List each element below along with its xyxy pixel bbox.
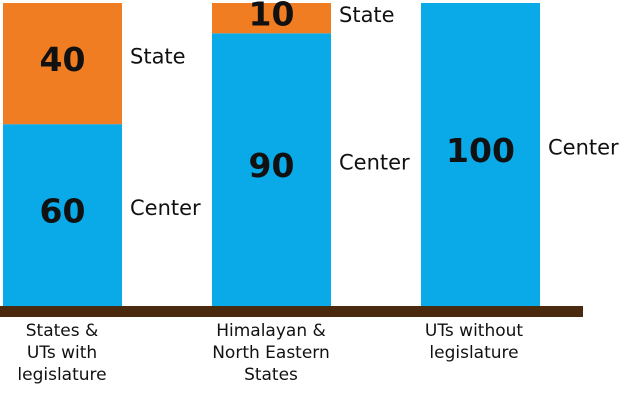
segment-label: Center — [130, 196, 201, 220]
data-label: 90 — [249, 146, 295, 185]
category-label: States & UTs with legislature — [17, 321, 107, 385]
category-label: UTs without legislature — [424, 321, 524, 363]
segment-label: Center — [548, 136, 619, 160]
baseline — [0, 306, 583, 317]
segment-label: State — [130, 45, 186, 69]
bar-segment — [3, 3, 122, 125]
bar-segment — [421, 3, 540, 306]
category-label: Himalayan & North Eastern States — [212, 321, 330, 385]
bar-segment — [212, 33, 331, 307]
data-label: 60 — [40, 192, 86, 231]
bar-segment — [212, 3, 331, 34]
data-label: 100 — [446, 131, 515, 170]
data-label: 10 — [249, 0, 295, 34]
segment-label: Center — [339, 151, 410, 175]
segment-label: State — [339, 3, 395, 27]
bar-segment — [3, 124, 122, 306]
data-label: 40 — [40, 40, 86, 79]
